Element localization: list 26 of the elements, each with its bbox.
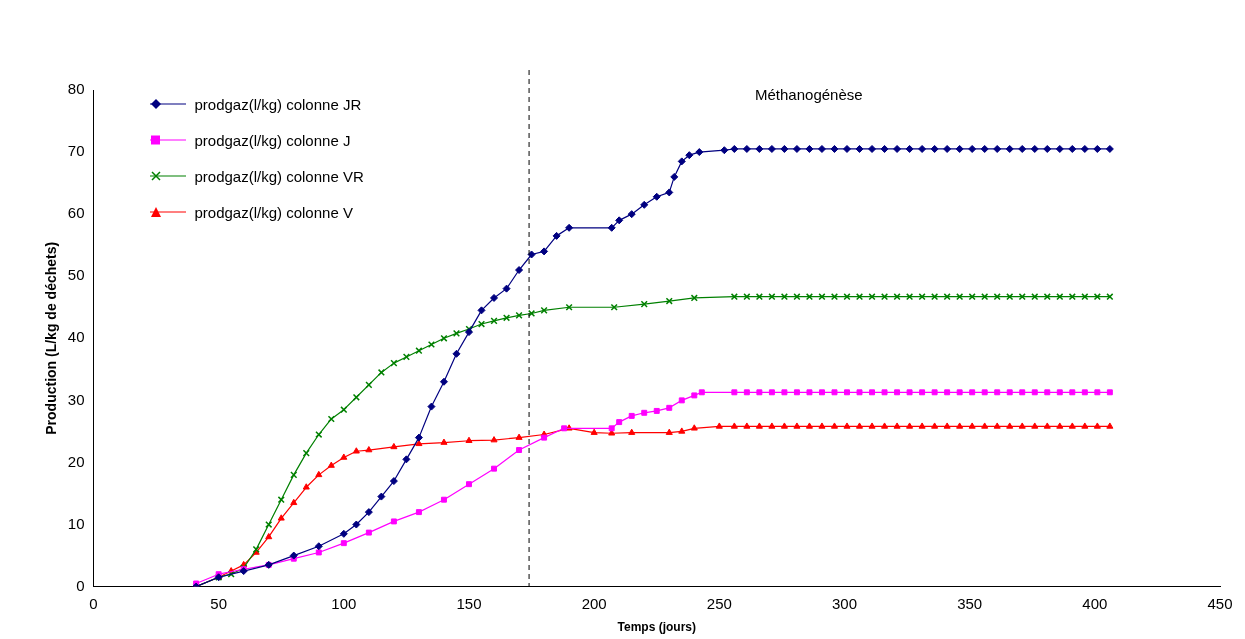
x-tick-label: 100 [331, 594, 357, 612]
x-tick-label: 450 [1207, 594, 1233, 612]
x-tick-label: 350 [957, 594, 983, 612]
x-tick-label: 400 [1082, 594, 1108, 612]
y-tick-label: 20 [67, 452, 85, 470]
x-tick-label: 150 [456, 594, 482, 612]
x-tick-label: 300 [831, 594, 858, 612]
y-tick-label: 30 [67, 390, 85, 408]
legend-label: prodgaz(l/kg) colonne J [194, 131, 351, 149]
y-tick-label: 70 [67, 142, 85, 160]
x-tick-label: 0 [89, 594, 98, 612]
y-tick-label: 0 [76, 576, 85, 594]
legend-label: prodgaz(l/kg) colonne V [194, 203, 353, 221]
x-tick-label: 200 [581, 594, 607, 612]
x-tick-label: 250 [706, 594, 732, 612]
y-tick-label: 80 [67, 80, 85, 98]
x-tick-label: 50 [210, 594, 227, 612]
annotation: Méthanogénèse [755, 86, 863, 104]
y-tick-label: 40 [67, 328, 85, 346]
legend-label: prodgaz(l/kg) colonne VR [194, 167, 364, 185]
y-tick-label: 10 [67, 514, 85, 532]
x-axis-title: Temps (jours) [617, 620, 696, 635]
legend-label: prodgaz(l/kg) colonne JR [194, 95, 362, 113]
y-axis-title: Production (L/kg de déchets) [43, 241, 60, 435]
y-tick-label: 50 [67, 266, 85, 284]
y-tick-label: 60 [67, 204, 85, 222]
